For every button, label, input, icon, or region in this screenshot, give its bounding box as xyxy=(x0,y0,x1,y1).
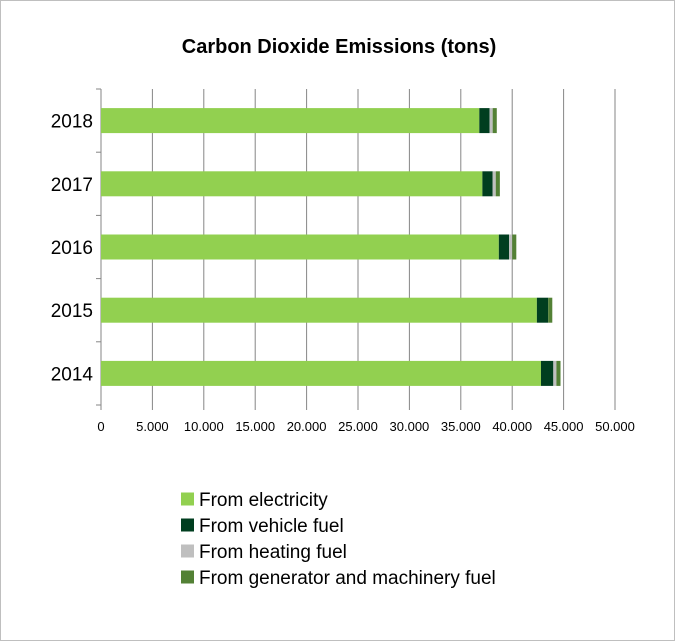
legend-swatch xyxy=(181,545,194,558)
x-tick-label: 30.000 xyxy=(390,419,430,434)
legend-label: From heating fuel xyxy=(199,542,347,563)
x-tick-label: 10.000 xyxy=(184,419,224,434)
bar-segment xyxy=(548,298,552,323)
legend-entry: From heating fuel xyxy=(181,542,347,563)
bar-segment xyxy=(101,171,482,196)
y-category-label: 2017 xyxy=(51,175,93,196)
bar-segment xyxy=(512,235,516,260)
legend-label: From vehicle fuel xyxy=(199,516,344,537)
y-category-label: 2016 xyxy=(51,238,93,259)
bar-segment xyxy=(537,298,548,323)
y-category-label: 2018 xyxy=(51,112,93,133)
legend-entry: From generator and machinery fuel xyxy=(181,568,496,589)
bar-segment xyxy=(479,108,489,133)
bar-segment xyxy=(101,361,541,386)
bar-segment xyxy=(101,108,479,133)
x-tick-label: 35.000 xyxy=(441,419,481,434)
x-tick-label: 25.000 xyxy=(338,419,378,434)
bar-segment xyxy=(509,235,512,260)
x-tick-label: 5.000 xyxy=(136,419,169,434)
legend: From electricity From vehicle fuel From he… xyxy=(181,490,496,589)
bar-segment xyxy=(101,298,537,323)
bar-segment xyxy=(556,361,560,386)
legend-label: From electricity xyxy=(199,490,328,511)
y-category-label: 2015 xyxy=(51,301,93,322)
x-tick-label: 15.000 xyxy=(235,419,275,434)
legend-swatch xyxy=(181,493,194,506)
bar-segment xyxy=(496,171,500,196)
chart-title: Carbon Dioxide Emissions (tons) xyxy=(182,36,496,58)
bar-segment xyxy=(493,108,497,133)
x-tick-label: 45.000 xyxy=(544,419,584,434)
bar-segment xyxy=(493,171,496,196)
legend-entry: From vehicle fuel xyxy=(181,516,344,537)
x-tick-label: 40.000 xyxy=(492,419,532,434)
legend-swatch xyxy=(181,571,194,584)
x-tick-label: 50.000 xyxy=(595,419,635,434)
bar-segment xyxy=(490,108,493,133)
legend-label: From generator and machinery fuel xyxy=(199,568,496,589)
legend-swatch xyxy=(181,519,194,532)
bars xyxy=(101,108,561,386)
y-category-label: 2014 xyxy=(51,364,94,385)
bar-segment xyxy=(541,361,553,386)
bar-segment xyxy=(553,361,556,386)
bar-segment xyxy=(482,171,492,196)
legend-entry: From electricity xyxy=(181,490,328,511)
x-tick-label: 0 xyxy=(97,419,104,434)
bar-segment xyxy=(499,235,509,260)
x-tick-label: 20.000 xyxy=(287,419,327,434)
bar-segment xyxy=(101,235,499,260)
